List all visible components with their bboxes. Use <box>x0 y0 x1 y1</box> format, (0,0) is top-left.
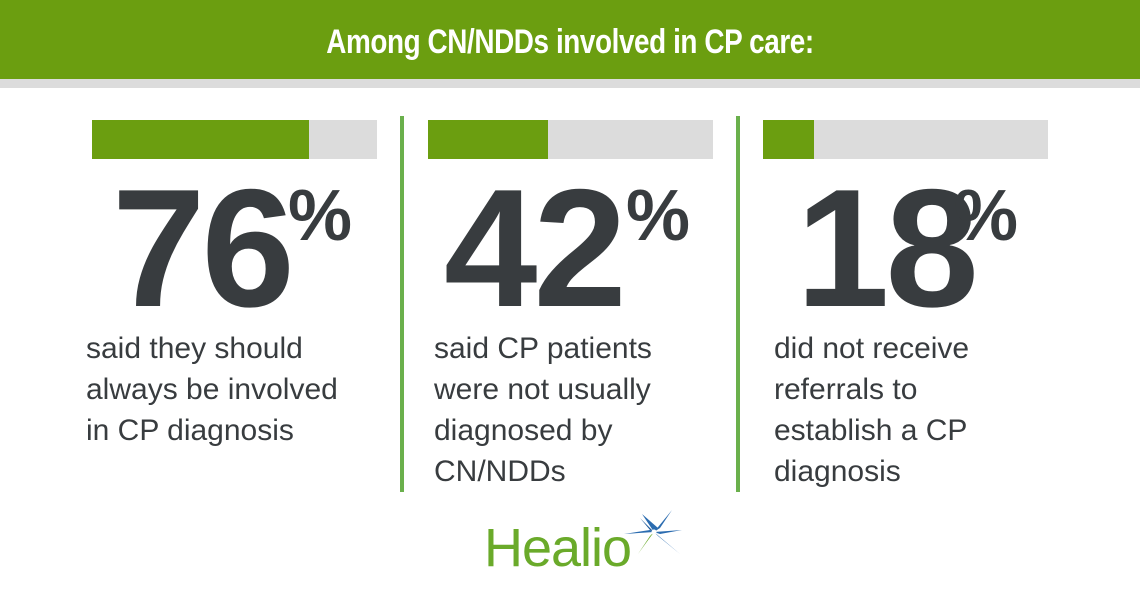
description-line: establish a CP <box>774 414 968 447</box>
stat-description-1: said they should always be involved in C… <box>86 328 338 451</box>
header-underline <box>0 79 1140 88</box>
stat-value: 76 <box>112 154 295 342</box>
stat-description-2: said CP patients were not usually diagno… <box>434 328 652 492</box>
description-line: diagnosed by <box>434 414 613 447</box>
stat-description-3: did not receive referrals to establish a… <box>774 328 969 492</box>
stat-value: 18 <box>796 154 979 342</box>
progress-bar-fill <box>428 120 548 159</box>
description-line: were not usually <box>434 373 651 406</box>
description-line: diagnosis <box>774 455 901 488</box>
percent-sign: % <box>626 176 691 256</box>
description-line: said they should <box>86 332 303 365</box>
description-line: said CP patients <box>434 332 652 365</box>
progress-bar-fill <box>92 120 309 159</box>
description-line: in CP diagnosis <box>86 414 294 447</box>
logo-wordmark: Healio <box>484 518 632 578</box>
description-line: did not receive <box>774 332 970 365</box>
page-title: Among CN/NDDs involved in CP care: <box>326 23 814 61</box>
header-banner: Among CN/NDDs involved in CP care: <box>0 0 1140 79</box>
column-divider <box>736 116 740 492</box>
compass-star-icon <box>624 510 682 554</box>
percent-sign: % <box>954 176 1019 256</box>
healio-logo: Healio <box>484 508 689 578</box>
column-divider <box>400 116 404 492</box>
percent-sign: % <box>288 176 353 256</box>
description-line: CN/NDDs <box>434 455 566 488</box>
progress-bar-fill <box>763 120 815 159</box>
progress-bar-2 <box>428 120 713 159</box>
description-line: referrals to <box>774 373 918 406</box>
stat-value: 42 <box>444 154 627 342</box>
progress-bar-3 <box>763 120 1048 159</box>
description-line: always be involved <box>86 373 338 406</box>
progress-bar-1 <box>92 120 377 159</box>
